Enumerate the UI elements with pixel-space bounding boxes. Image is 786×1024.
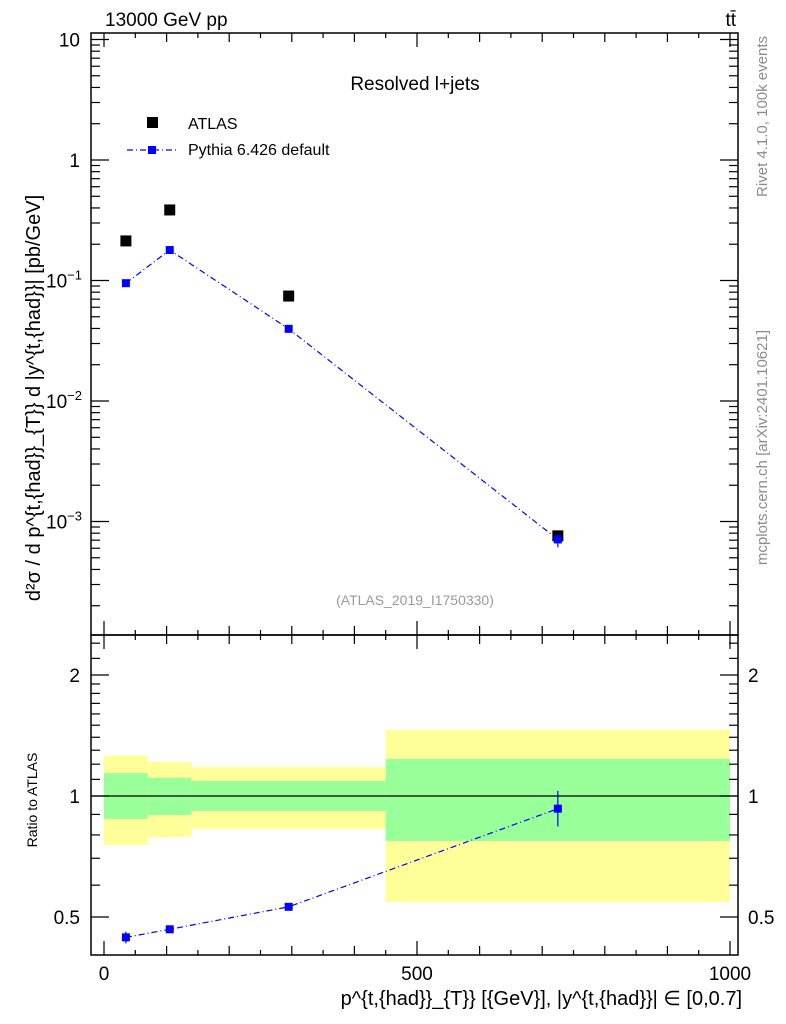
y-axis-label: d²σ / d p^{t,{had}}_{T}} d |y^{t,{had}}|… (23, 195, 45, 601)
x-tick-label: 500 (401, 964, 433, 985)
y-tick-label: 10−3 (46, 509, 82, 534)
ratio-y-tick-label-right: 0.5 (748, 908, 774, 929)
legend-atlas-marker (147, 117, 158, 128)
mc-line (125, 249, 559, 540)
side-text-mcplots: mcplots.cern.ch [arXiv:2401.10621] (754, 330, 771, 565)
ratio-y-tick-label-right: 1 (748, 787, 759, 808)
side-text-rivet: Rivet 4.1.0, 100k events (754, 36, 771, 197)
legend-mc-label: Pythia 6.426 default (188, 142, 330, 159)
ratio-mc-point (121, 933, 130, 942)
ratio-y-tick-label-right: 2 (748, 666, 759, 687)
y-tick-label: 1 (69, 151, 80, 172)
x-tick-label: 1000 (709, 964, 751, 985)
y-tick-label: 10−1 (46, 268, 82, 293)
ratio-panel-frame (90, 634, 739, 956)
legend-mc-marker (148, 146, 156, 154)
x-axis-label: p^{t,{had}}_{T}} [{GeV}], |y^{t,{had}}| … (341, 988, 742, 1010)
ratio-bands (104, 729, 730, 902)
legend-atlas-label: ATLAS (188, 116, 238, 133)
atlas-point (120, 235, 132, 247)
atlas-point (164, 204, 176, 216)
ratio-y-tick-label: 0.5 (54, 908, 80, 929)
ratio-mc-point (284, 902, 293, 911)
ratio-y-tick-label: 2 (69, 666, 80, 687)
atlas-point (283, 290, 295, 302)
mc-point (553, 535, 562, 544)
mc-point (165, 246, 174, 255)
x-tick-label: 0 (99, 964, 110, 985)
process-label: tt̄ (725, 10, 736, 31)
mc-point (121, 279, 130, 288)
ratio-mc-point (553, 804, 562, 813)
ratio-axis-label: Ratio to ATLAS (24, 753, 40, 848)
energy-label: 13000 GeV pp (105, 10, 228, 31)
analysis-id: (ATLAS_2019_I1750330) (336, 592, 494, 608)
y-tick-label: 10 (59, 31, 80, 52)
ratio-mc-line (125, 808, 559, 938)
ratio-mc-point (165, 925, 174, 934)
axis-ticks: 0 500 1000 10 1 10−1 10−2 10−3 0.5 0.5 1 1 2 2 (46, 31, 774, 986)
panel-title: Resolved l+jets (350, 74, 479, 95)
y-tick-label: 10−2 (46, 388, 82, 413)
mc-point (284, 324, 293, 333)
legend: ATLAS Pythia 6.426 default (127, 116, 330, 159)
ratio-y-tick-label: 1 (69, 787, 80, 808)
data-marks (120, 204, 564, 944)
